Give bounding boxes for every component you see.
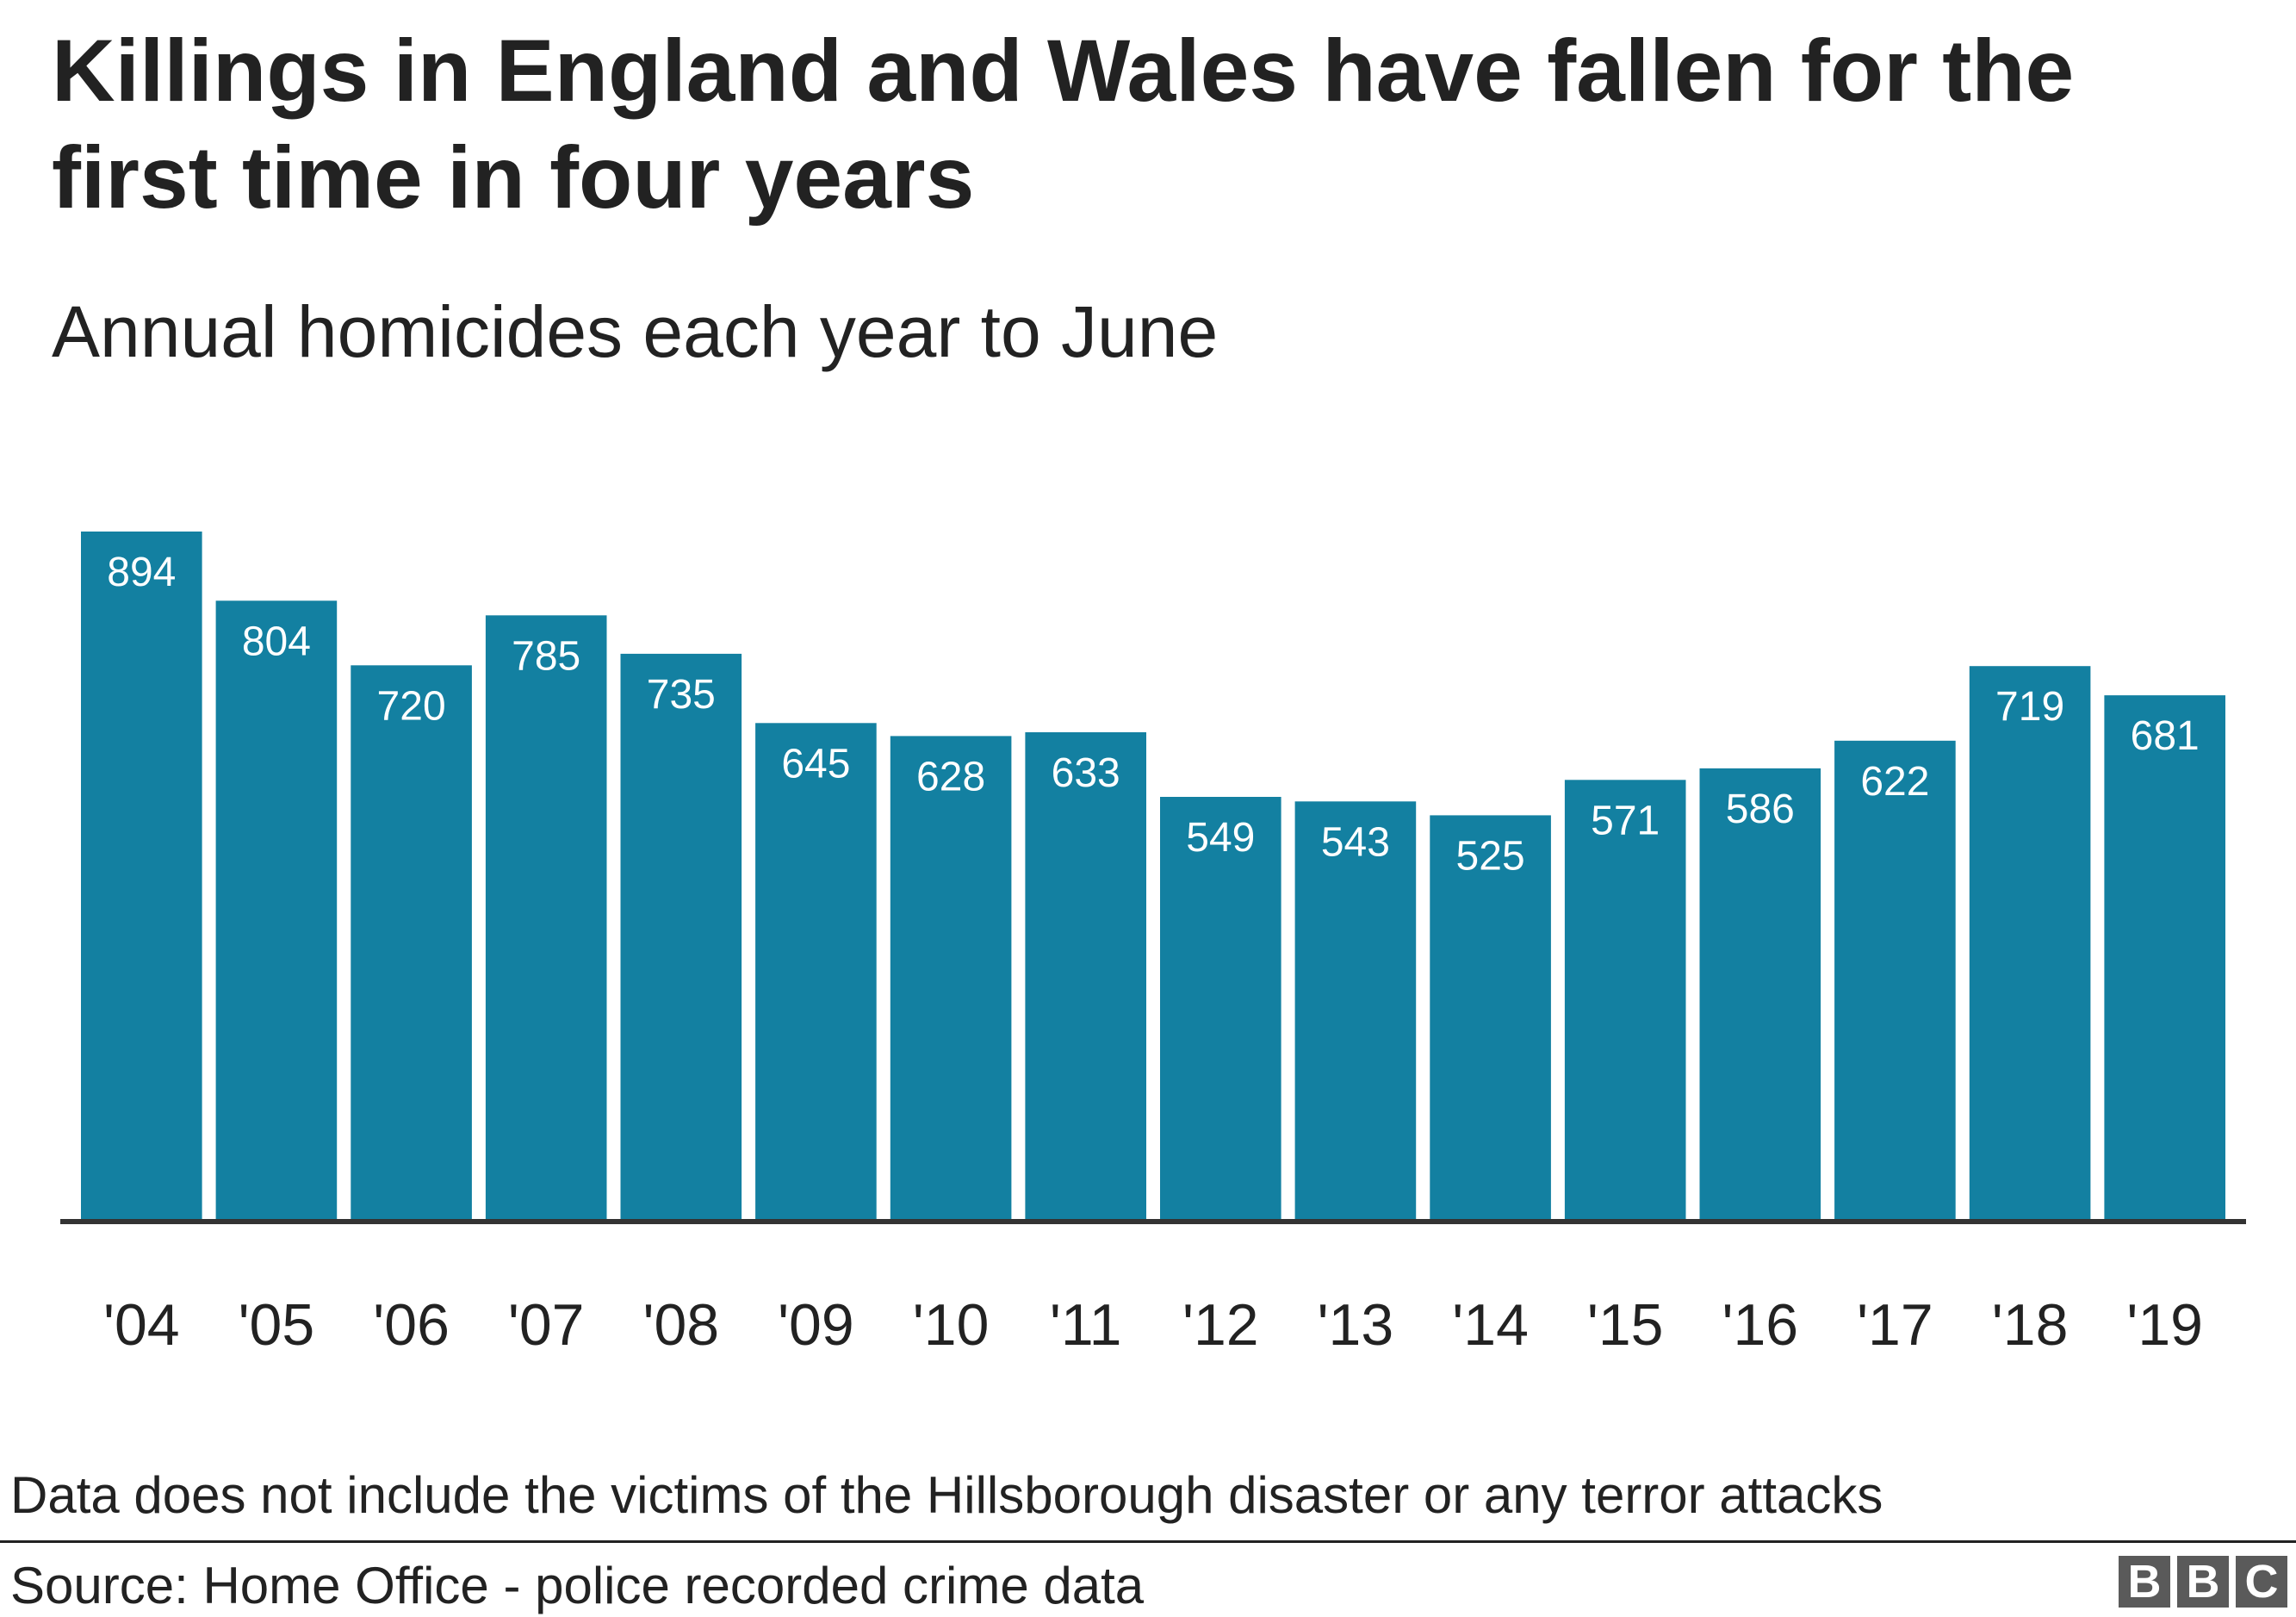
bars-group (81, 532, 2225, 1219)
bar-7 (1025, 732, 1146, 1219)
bar-value-label-14: 719 (1995, 684, 2064, 730)
x-tick-label-9: '13 (1318, 1292, 1394, 1358)
x-tick-label-14: '18 (1992, 1292, 2069, 1358)
bar-0 (81, 532, 202, 1219)
x-tick-labels-group: '04 '05 '06 '07 '08 '09 '10 '11 '12 '13 '14 '15 '16 '… (103, 1292, 2203, 1358)
bar-14 (1969, 666, 2091, 1219)
bar-value-label-8: 549 (1186, 815, 1255, 861)
bar-value-label-4: 735 (647, 672, 716, 718)
bar-value-label-2: 720 (377, 683, 446, 729)
chart-title: Killings in England and Wales have falle… (52, 22, 2075, 227)
bar-10 (1430, 815, 1551, 1219)
x-tick-label-3: '07 (508, 1292, 585, 1358)
x-tick-label-1: '05 (239, 1292, 315, 1358)
bar-value-label-1: 804 (242, 619, 311, 664)
bar-3 (485, 615, 607, 1219)
x-tick-label-0: '04 (103, 1292, 180, 1358)
bar-5 (755, 723, 877, 1219)
x-tick-label-5: '09 (778, 1292, 854, 1358)
bar-12 (1699, 768, 1821, 1219)
x-tick-label-13: '17 (1857, 1292, 1933, 1358)
bar-value-label-10: 525 (1456, 833, 1525, 879)
bar-11 (1564, 780, 1686, 1219)
x-tick-label-4: '08 (642, 1292, 719, 1358)
bbc-logo-letter-1: B (2119, 1556, 2170, 1608)
bar-6 (890, 736, 1012, 1219)
bar-value-label-7: 633 (1052, 750, 1120, 796)
bar-9 (1294, 801, 1417, 1219)
bar-15 (2104, 695, 2225, 1219)
bbc-logo-letter-2: B (2177, 1556, 2229, 1608)
bar-value-label-6: 628 (916, 754, 985, 799)
x-tick-label-8: '12 (1182, 1292, 1259, 1358)
chart-subtitle: Annual homicides each year to June (52, 291, 1219, 372)
bar-chart: 894 804 720 785 735 645 628 633 549 543 525 571 586 6… (60, 532, 2246, 1358)
x-tick-label-11: '15 (1587, 1292, 1664, 1358)
bar-4 (620, 653, 742, 1219)
bar-value-label-11: 571 (1591, 798, 1660, 843)
bbc-logo-letter-3: C (2236, 1556, 2287, 1608)
source-text: Source: Home Office - police recorded cr… (10, 1557, 1145, 1614)
bar-8 (1160, 797, 1281, 1219)
bar-2 (351, 665, 472, 1219)
bar-13 (1834, 740, 1956, 1219)
bar-1 (215, 600, 338, 1219)
bar-value-label-0: 894 (107, 550, 176, 595)
x-tick-label-15: '19 (2126, 1292, 2203, 1358)
chart-note: Data does not include the victims of the… (10, 1466, 1883, 1524)
bar-value-label-3: 785 (512, 633, 580, 679)
bar-value-label-5: 645 (781, 741, 850, 787)
bar-value-label-12: 586 (1726, 787, 1795, 832)
bar-value-label-15: 681 (2131, 713, 2200, 759)
footer-divider (0, 1540, 2296, 1543)
x-tick-label-12: '16 (1722, 1292, 1798, 1358)
bar-labels-group: 894 804 720 785 735 645 628 633 549 543 525 571 586 6… (107, 550, 2199, 879)
bar-value-label-9: 543 (1321, 819, 1390, 865)
bbc-logo: B B C (2119, 1556, 2287, 1608)
x-tick-label-6: '10 (913, 1292, 990, 1358)
x-tick-label-2: '06 (373, 1292, 450, 1358)
x-tick-label-7: '11 (1050, 1292, 1122, 1358)
x-tick-label-10: '14 (1452, 1292, 1529, 1358)
bar-value-label-13: 622 (1860, 759, 1929, 805)
